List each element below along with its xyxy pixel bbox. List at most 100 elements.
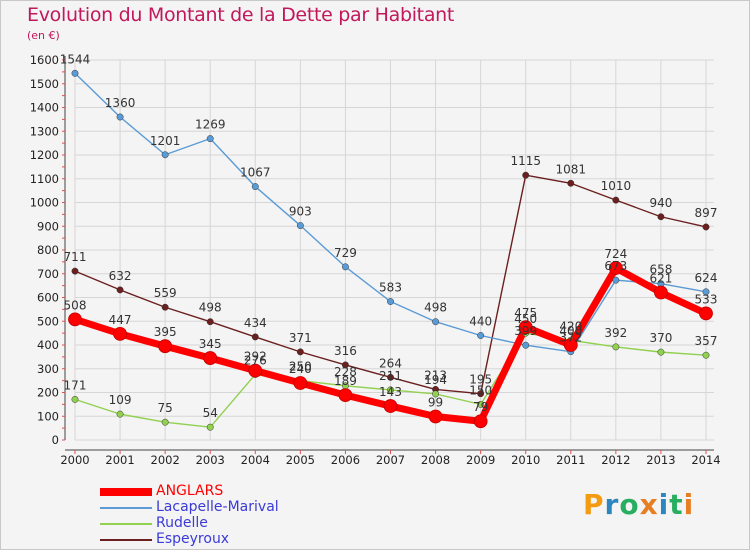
- data-point: [702, 351, 710, 359]
- legend-label: Lacapelle-Marival: [156, 499, 279, 515]
- data-point: [477, 400, 485, 408]
- y-tick-label: 100: [37, 409, 59, 423]
- data-label: 450: [514, 312, 537, 326]
- y-tick-label: 1500: [30, 77, 59, 91]
- data-point: [203, 351, 218, 365]
- data-label: 400: [559, 324, 582, 338]
- data-point: [116, 410, 124, 418]
- series-points: [68, 69, 713, 431]
- legend-label: Espeyroux: [156, 531, 230, 547]
- data-label: 1067: [240, 166, 271, 180]
- data-label: 673: [604, 259, 627, 273]
- data-point: [383, 399, 398, 413]
- data-label: 903: [289, 205, 312, 219]
- data-label: 533: [695, 292, 718, 306]
- y-tick-label: 1400: [30, 101, 59, 115]
- data-point: [71, 267, 79, 275]
- data-label: 624: [695, 271, 718, 285]
- data-label: 897: [695, 206, 718, 220]
- data-label: 1360: [105, 96, 136, 110]
- data-point: [206, 318, 214, 326]
- y-tick-label: 0: [52, 433, 59, 447]
- axes: 0 100 200 300 400 500 600 700 800 900 1000 1100 1200…: [30, 53, 721, 467]
- data-label: 420: [559, 319, 582, 333]
- chart-unit-label: (en €): [27, 29, 60, 42]
- x-tick-label: 2005: [286, 453, 315, 467]
- data-label: 213: [424, 368, 447, 382]
- data-label: 940: [649, 196, 672, 210]
- data-point: [251, 333, 259, 341]
- y-tick-label: 900: [37, 219, 59, 233]
- data-label: 264: [379, 356, 402, 370]
- legend-item: Lacapelle-Marival: [100, 499, 360, 516]
- data-label: 658: [649, 263, 672, 277]
- data-point: [248, 363, 263, 378]
- data-label: 632: [109, 269, 132, 283]
- data-point: [161, 303, 169, 311]
- y-tick-label: 400: [37, 338, 59, 352]
- x-tick-label: 2011: [556, 453, 585, 467]
- y-tick-label: 1000: [30, 196, 59, 210]
- data-label: 1269: [195, 118, 226, 132]
- data-point: [432, 390, 440, 398]
- data-point: [387, 298, 394, 305]
- legend-swatch: [100, 507, 152, 509]
- data-point: [477, 332, 485, 339]
- data-label: 440: [469, 315, 492, 329]
- x-tick-label: 2007: [376, 453, 405, 467]
- data-label: 194: [424, 373, 447, 387]
- data-point: [522, 171, 530, 179]
- data-point: [71, 69, 79, 77]
- data-label: 240: [289, 362, 312, 376]
- y-tick-label: 500: [37, 314, 59, 328]
- data-label: 171: [64, 378, 87, 392]
- data-label: 1201: [150, 134, 181, 148]
- data-point: [116, 113, 124, 121]
- data-point: [161, 418, 169, 426]
- y-tick-label: 1600: [30, 53, 59, 67]
- data-label: 371: [289, 331, 312, 345]
- data-label: 345: [199, 337, 222, 351]
- data-point: [563, 338, 578, 352]
- data-point: [116, 286, 124, 294]
- data-point: [296, 222, 304, 229]
- data-label: 392: [604, 326, 627, 340]
- legend-item: Rudelle: [100, 515, 360, 532]
- data-label: 316: [334, 344, 357, 358]
- data-label: 498: [199, 301, 222, 315]
- data-point: [432, 318, 440, 326]
- data-label: 189: [334, 374, 357, 388]
- data-label: 729: [334, 246, 357, 260]
- y-tick-label: 1300: [30, 124, 59, 138]
- data-label: 1544: [60, 52, 91, 66]
- data-label: 1115: [510, 154, 541, 168]
- x-tick-label: 2002: [151, 453, 180, 467]
- x-tick-label: 2009: [466, 453, 495, 467]
- x-tick-label: 2014: [691, 453, 720, 467]
- y-tick-label: 700: [37, 267, 59, 281]
- data-label: 109: [109, 393, 132, 407]
- data-label: 559: [154, 286, 177, 300]
- x-tick-label: 2004: [241, 453, 270, 467]
- data-label: 250: [289, 360, 312, 374]
- legend-swatch: [100, 523, 152, 525]
- data-label: 143: [379, 385, 402, 399]
- data-label: 498: [424, 301, 447, 315]
- data-point: [341, 361, 349, 369]
- data-point: [71, 395, 79, 403]
- legend-label: ANGLARS: [156, 483, 224, 499]
- x-tick-label: 2012: [601, 453, 630, 467]
- data-label: 195: [469, 373, 492, 387]
- data-point: [477, 390, 485, 398]
- data-label: 724: [604, 247, 627, 261]
- data-labels: 711 632 559 498 434 371 316 264 213 195 1115 1081 10…: [60, 52, 718, 420]
- data-point: [654, 285, 668, 300]
- data-label: 399: [514, 324, 537, 338]
- data-point: [657, 348, 665, 356]
- y-tick-label: 1200: [30, 148, 59, 162]
- legend-label: Rudelle: [156, 515, 208, 531]
- data-label: 211: [379, 369, 402, 383]
- data-label: 508: [64, 298, 87, 312]
- data-point: [296, 348, 304, 356]
